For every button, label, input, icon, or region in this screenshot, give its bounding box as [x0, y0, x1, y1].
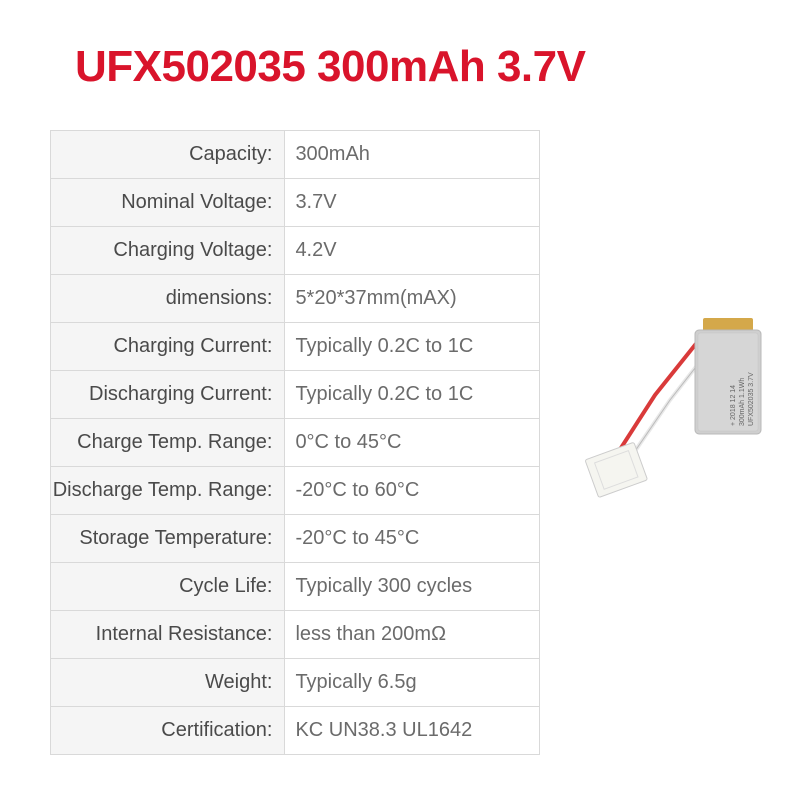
- spec-value: 3.7V: [285, 179, 540, 227]
- spec-table-body: Capacity:300mAh Nominal Voltage:3.7V Cha…: [51, 131, 540, 755]
- spec-value: Typically 0.2C to 1C: [285, 371, 540, 419]
- spec-value: Typically 0.2C to 1C: [285, 323, 540, 371]
- table-row: dimensions:5*20*37mm(mAX): [51, 275, 540, 323]
- spec-label: Storage Temperature:: [51, 515, 285, 563]
- svg-text:+ 2018 12 14: + 2018 12 14: [730, 385, 737, 426]
- battery-image: UFX502035 3.7V 300mAh 1.1Wh + 2018 12 14: [555, 300, 775, 520]
- table-row: Discharging Current:Typically 0.2C to 1C: [51, 371, 540, 419]
- table-row: Discharge Temp. Range:-20°C to 60°C: [51, 467, 540, 515]
- spec-value: -20°C to 45°C: [285, 515, 540, 563]
- table-row: Weight:Typically 6.5g: [51, 659, 540, 707]
- spec-value: 0°C to 45°C: [285, 419, 540, 467]
- spec-value: 4.2V: [285, 227, 540, 275]
- svg-text:UFX502035 3.7V: UFX502035 3.7V: [748, 372, 755, 426]
- table-row: Certification:KC UN38.3 UL1642: [51, 707, 540, 755]
- table-row: Capacity:300mAh: [51, 131, 540, 179]
- spec-label: Certification:: [51, 707, 285, 755]
- table-row: Charging Current:Typically 0.2C to 1C: [51, 323, 540, 371]
- table-row: Internal Resistance:less than 200mΩ: [51, 611, 540, 659]
- table-row: Cycle Life:Typically 300 cycles: [51, 563, 540, 611]
- spec-label: Weight:: [51, 659, 285, 707]
- spec-value: 300mAh: [285, 131, 540, 179]
- spec-value: Typically 6.5g: [285, 659, 540, 707]
- spec-table: Capacity:300mAh Nominal Voltage:3.7V Cha…: [50, 130, 540, 755]
- spec-value: 5*20*37mm(mAX): [285, 275, 540, 323]
- table-row: Charging Voltage:4.2V: [51, 227, 540, 275]
- spec-label: Cycle Life:: [51, 563, 285, 611]
- spec-label: dimensions:: [51, 275, 285, 323]
- table-row: Nominal Voltage:3.7V: [51, 179, 540, 227]
- spec-label: Discharge Temp. Range:: [51, 467, 285, 515]
- wire-red: [610, 330, 707, 465]
- spec-label: Charging Current:: [51, 323, 285, 371]
- battery-body: UFX502035 3.7V 300mAh 1.1Wh + 2018 12 14: [695, 318, 761, 434]
- spec-value: Typically 300 cycles: [285, 563, 540, 611]
- spec-label: Capacity:: [51, 131, 285, 179]
- svg-text:300mAh 1.1Wh: 300mAh 1.1Wh: [739, 378, 746, 426]
- spec-value: -20°C to 60°C: [285, 467, 540, 515]
- spec-label: Charge Temp. Range:: [51, 419, 285, 467]
- spec-label: Internal Resistance:: [51, 611, 285, 659]
- connector: [585, 442, 648, 497]
- table-row: Charge Temp. Range:0°C to 45°C: [51, 419, 540, 467]
- product-title: UFX502035 300mAh 3.7V: [75, 42, 585, 92]
- table-row: Storage Temperature:-20°C to 45°C: [51, 515, 540, 563]
- spec-label: Discharging Current:: [51, 371, 285, 419]
- spec-value: less than 200mΩ: [285, 611, 540, 659]
- spec-label: Charging Voltage:: [51, 227, 285, 275]
- battery-svg: UFX502035 3.7V 300mAh 1.1Wh + 2018 12 14: [555, 300, 775, 520]
- spec-value: KC UN38.3 UL1642: [285, 707, 540, 755]
- spec-label: Nominal Voltage:: [51, 179, 285, 227]
